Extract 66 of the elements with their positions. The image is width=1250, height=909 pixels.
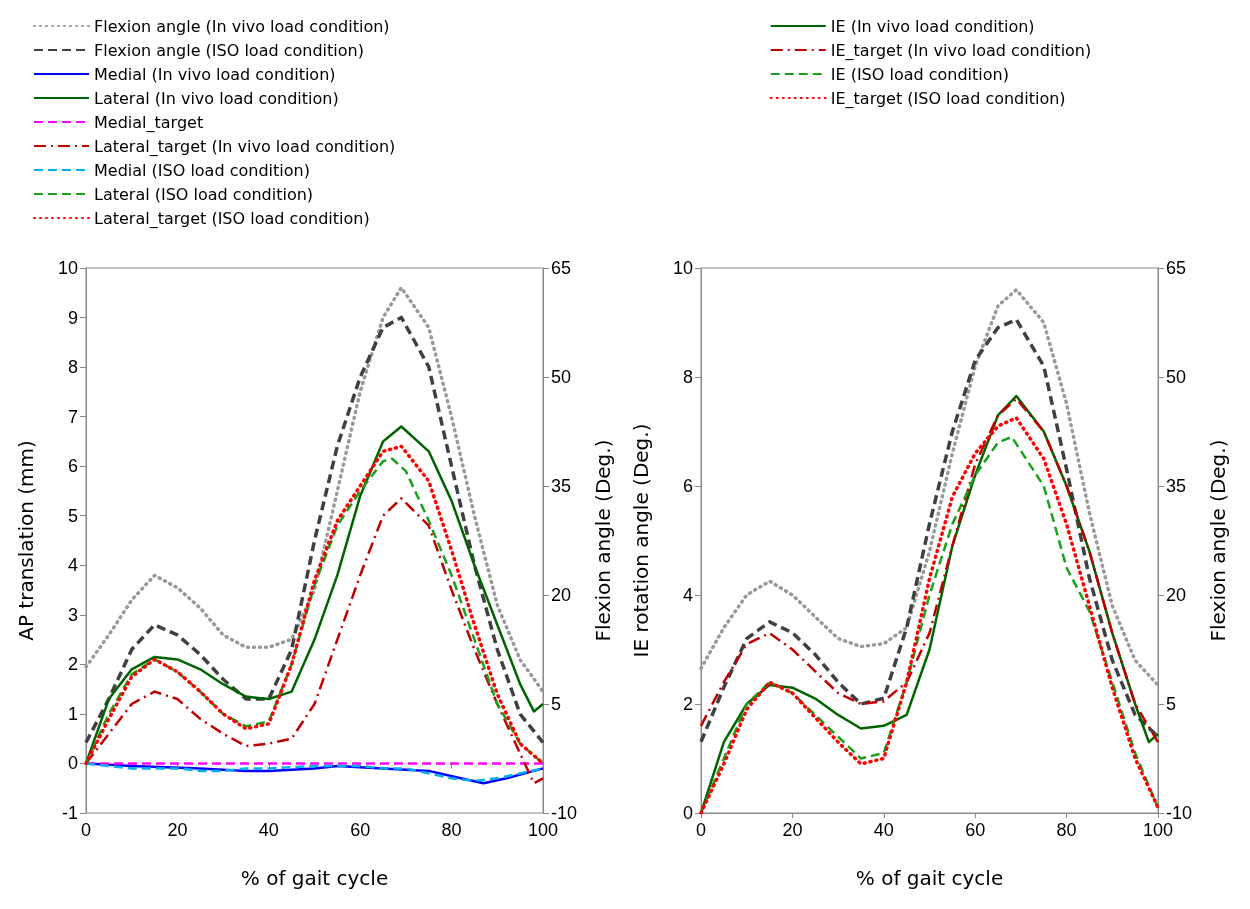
y-axis-title: IE rotation angle (Deg.): [629, 423, 653, 658]
y-tick-label: 8: [67, 357, 78, 378]
y2-tick-label: 20: [1166, 585, 1187, 605]
y-tick-label: 0: [67, 753, 78, 774]
y-tick-label: 7: [67, 406, 78, 427]
y-tick-label: 10: [672, 258, 693, 278]
legend-label: Medial (ISO load condition): [94, 160, 310, 180]
line-series: [84, 285, 545, 694]
line-series: [699, 397, 1160, 744]
x-tick-label: 40: [258, 820, 279, 840]
y2-tick-label: 5: [1166, 694, 1177, 714]
y-tick-label: 6: [67, 456, 78, 477]
legend-label: Medial_target: [94, 112, 204, 133]
y-tick-label: 2: [682, 694, 693, 714]
legend-label: IE (ISO load condition): [830, 64, 1009, 84]
y2-axis-title: Flexion angle (Deg.): [591, 439, 615, 642]
x-tick-label: 80: [1056, 820, 1077, 840]
legend-label: Medial (In vivo load condition): [94, 64, 336, 84]
x-tick-label: 20: [167, 820, 188, 840]
y2-tick-label: 50: [551, 367, 572, 387]
x-axis-title: % of gait cycle: [855, 866, 1004, 890]
x-tick-label: 0: [80, 820, 92, 840]
x-tick-label: 100: [1142, 820, 1174, 840]
y2-tick-label: 65: [1166, 258, 1187, 278]
legend-label: Lateral (ISO load condition): [94, 184, 314, 204]
x-tick-label: 80: [441, 820, 462, 840]
y2-tick-label: 65: [551, 258, 572, 278]
y-axis-title: AP translation (mm): [14, 440, 38, 641]
y2-axis-title: Flexion angle (Deg.): [1206, 439, 1230, 642]
y2-tick-label: -10: [551, 803, 578, 823]
y-tick-label: 2: [67, 654, 78, 675]
x-tick-label: 60: [350, 820, 371, 840]
y-tick-label: 0: [682, 803, 693, 823]
y-tick-label: 3: [67, 604, 78, 625]
x-tick-label: 20: [782, 820, 803, 840]
y-tick-label: 4: [682, 585, 693, 605]
y-tick-label: 9: [67, 307, 78, 328]
y-tick-label: 4: [67, 555, 78, 576]
y2-tick-label: 35: [1166, 476, 1187, 496]
legend-label: Flexion angle (In vivo load condition): [94, 16, 390, 36]
y-tick-label: 1: [67, 703, 78, 724]
line-series: [699, 317, 1160, 744]
legend-label: IE_target (In vivo load condition): [830, 40, 1092, 61]
x-tick-label: 40: [873, 820, 894, 840]
legend-label: IE (In vivo load condition): [830, 16, 1035, 36]
legend-label: Lateral_target (In vivo load condition): [94, 136, 396, 157]
x-tick-label: 60: [965, 820, 986, 840]
y-tick-label: 6: [682, 476, 693, 496]
y-tick-label: 10: [57, 258, 78, 278]
x-axis-title: % of gait cycle: [240, 866, 389, 890]
line-series: [699, 288, 1160, 687]
y2-tick-label: 5: [551, 694, 562, 714]
y2-tick-label: -10: [1166, 803, 1193, 823]
y2-tick-label: 35: [551, 476, 572, 496]
x-tick-label: 0: [695, 820, 707, 840]
y-tick-label: -1: [61, 803, 78, 823]
y-tick-label: 5: [67, 505, 78, 526]
legend-label: Lateral (In vivo load condition): [94, 88, 339, 108]
y-tick-label: 8: [682, 367, 693, 387]
legend-label: Lateral_target (ISO load condition): [94, 208, 370, 229]
y2-tick-label: 20: [551, 585, 572, 605]
x-tick-label: 100: [527, 820, 559, 840]
legend-label: IE_target (ISO load condition): [830, 88, 1066, 109]
y2-tick-label: 50: [1166, 367, 1187, 387]
legend-label: Flexion angle (ISO load condition): [94, 40, 364, 60]
line-series: [84, 315, 545, 745]
